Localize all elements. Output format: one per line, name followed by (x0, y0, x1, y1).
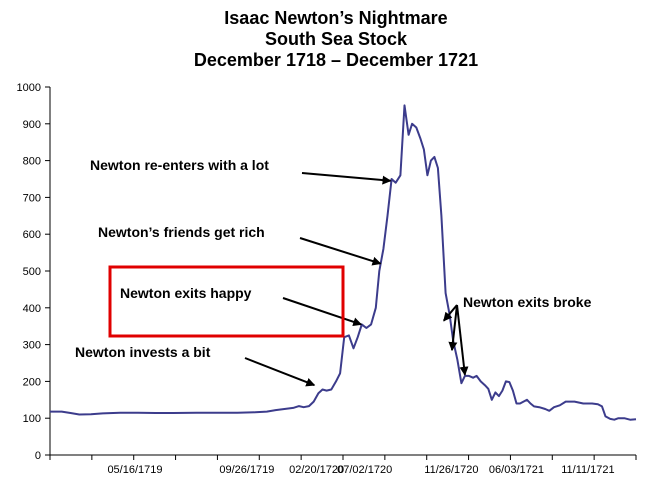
annotation-arrow (443, 304, 458, 322)
chart-title-line-3: December 1718 – December 1721 (193, 50, 479, 70)
chart-title-line-2: South Sea Stock (264, 29, 408, 49)
annotation-arrow (301, 172, 392, 185)
annotation-label: Newton exits happy (120, 285, 252, 301)
y-tick-label: 700 (23, 192, 41, 204)
annotation: Newton exits broke (443, 294, 592, 376)
x-tick-label: 09/26/1719 (219, 464, 274, 476)
x-tick-label: 05/16/1719 (107, 464, 162, 476)
annotation-label: Newton invests a bit (75, 344, 211, 360)
x-tick-label: 11/11/1721 (561, 464, 614, 476)
highlight-box (108, 265, 345, 338)
y-tick-label: 1000 (17, 82, 41, 94)
annotation-arrow (244, 357, 316, 387)
annotation-arrow (448, 304, 458, 352)
annotation-arrow (282, 297, 363, 327)
annotation: Newton invests a bit (75, 344, 316, 387)
x-tick-label: 06/03/1721 (489, 464, 544, 476)
y-tick-label: 900 (23, 119, 41, 131)
y-tick-label: 400 (23, 303, 41, 315)
y-tick-label: 200 (23, 376, 41, 388)
annotation-label: Newton re-enters with a lot (90, 157, 269, 173)
x-tick-label: 07/02/1720 (337, 464, 392, 476)
price-line (50, 104, 637, 421)
annotation: Newton exits happy (108, 265, 363, 338)
annotation: Newton’s friends get rich (98, 224, 382, 266)
annotations: Newton re-enters with a lot Newton’s frie… (75, 157, 592, 387)
y-tick-label: 100 (23, 413, 41, 425)
series-layer (50, 104, 637, 421)
annotation-label: Newton exits broke (463, 294, 592, 310)
y-tick-label: 500 (23, 266, 41, 278)
x-tick-label: 11/26/1720 (424, 464, 478, 476)
annotation: Newton re-enters with a lot (90, 157, 392, 185)
y-tick-label: 0 (35, 450, 41, 462)
chart-title-line-1: Isaac Newton’s Nightmare (224, 8, 448, 28)
y-tick-label: 800 (23, 156, 41, 168)
chart-title: Isaac Newton’s Nightmare South Sea Stock… (0, 8, 672, 71)
annotation-arrow (299, 237, 382, 266)
y-tick-label: 300 (23, 340, 41, 352)
axes: 0 100 200 300 400 500 600 700 800 900 1000 05/16/17… (17, 82, 637, 476)
annotation-arrow (456, 304, 469, 376)
y-tick-label: 600 (23, 229, 41, 241)
x-tick-label: 02/20/1720 (289, 464, 344, 476)
annotation-label: Newton’s friends get rich (98, 224, 265, 240)
